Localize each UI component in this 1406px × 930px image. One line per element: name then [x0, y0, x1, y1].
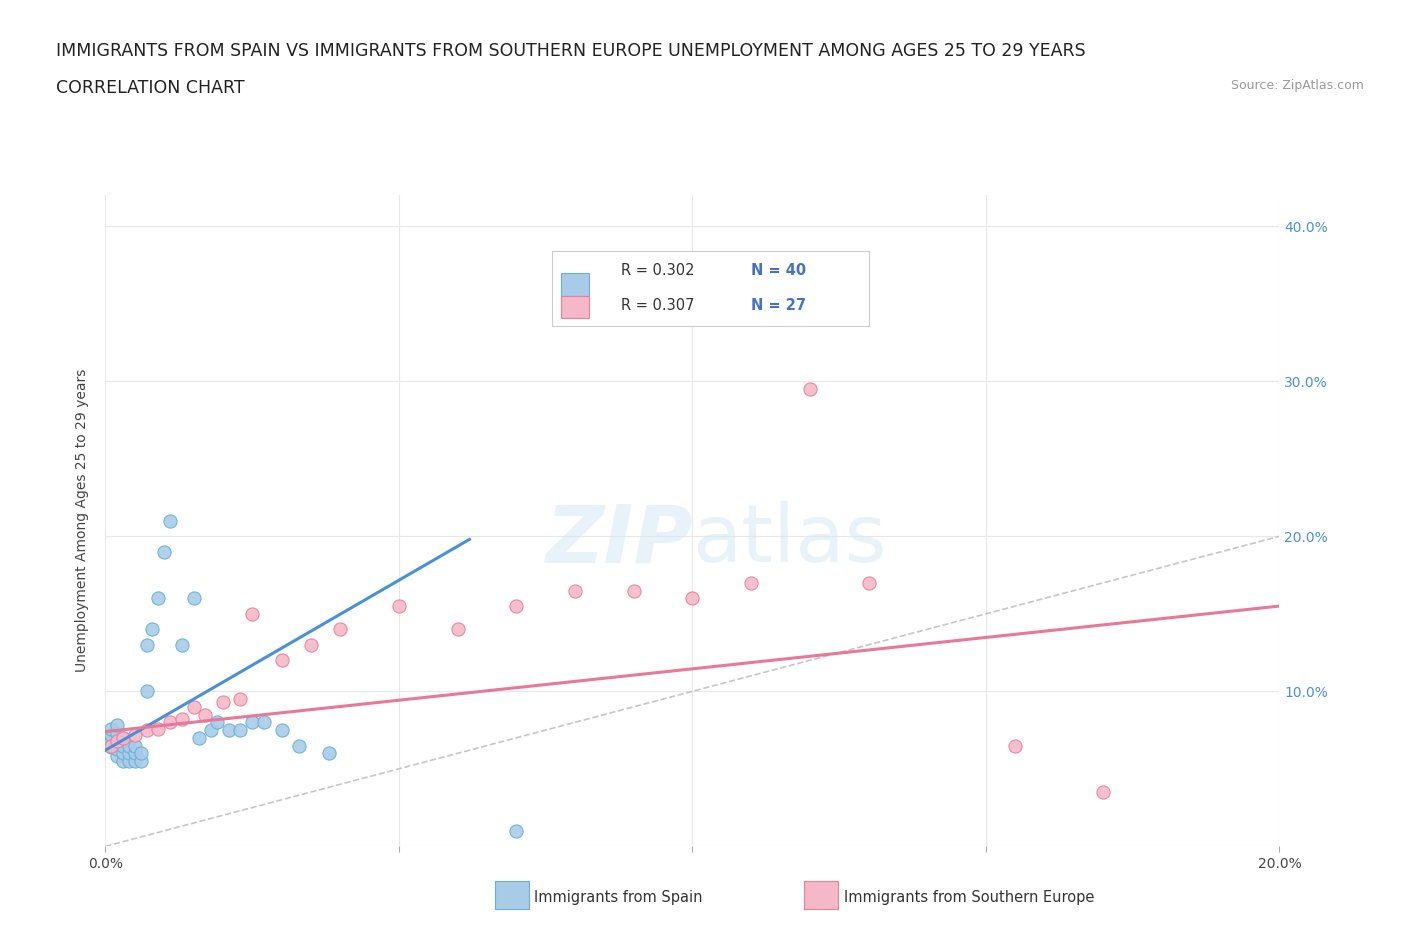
Point: [229, 723, 252, 737]
Point: [858, 576, 880, 591]
Point: [118, 746, 141, 761]
Point: [112, 753, 135, 768]
Point: [211, 695, 233, 710]
Point: [388, 599, 411, 614]
Point: [100, 727, 122, 742]
Point: [240, 715, 263, 730]
Point: [135, 684, 157, 698]
Point: [505, 823, 527, 838]
Point: [105, 749, 128, 764]
Point: [505, 599, 527, 614]
Point: [105, 734, 128, 749]
Point: [564, 583, 586, 598]
Point: [100, 721, 122, 736]
Point: [446, 622, 468, 637]
Point: [253, 715, 276, 730]
Point: [153, 544, 176, 559]
Point: [183, 699, 205, 714]
Point: [105, 734, 128, 749]
Point: [170, 637, 193, 652]
Text: Immigrants from Spain: Immigrants from Spain: [534, 890, 703, 905]
Point: [129, 753, 152, 768]
Point: [105, 718, 128, 733]
Point: [135, 637, 157, 652]
Point: [288, 738, 311, 753]
Point: [124, 753, 146, 768]
Point: [135, 723, 157, 737]
Point: [148, 721, 170, 736]
Point: [105, 725, 128, 740]
Point: [270, 653, 292, 668]
Point: [229, 692, 252, 707]
Point: [740, 576, 762, 591]
Point: [148, 591, 170, 605]
Point: [118, 738, 141, 753]
Bar: [561, 273, 589, 296]
Text: N = 27: N = 27: [751, 298, 806, 312]
Point: [188, 730, 211, 745]
Text: ZIP: ZIP: [546, 501, 692, 579]
Point: [129, 746, 152, 761]
Point: [100, 734, 122, 749]
Point: [1004, 738, 1026, 753]
Text: CORRELATION CHART: CORRELATION CHART: [56, 79, 245, 97]
Point: [100, 739, 122, 754]
Point: [124, 727, 146, 742]
Point: [240, 606, 263, 621]
Point: [329, 622, 352, 637]
Point: [159, 715, 181, 730]
Point: [270, 723, 292, 737]
Text: Immigrants from Southern Europe: Immigrants from Southern Europe: [844, 890, 1094, 905]
Text: atlas: atlas: [692, 501, 887, 579]
Text: Source: ZipAtlas.com: Source: ZipAtlas.com: [1230, 79, 1364, 92]
Point: [170, 711, 193, 726]
Point: [159, 513, 181, 528]
Point: [799, 381, 821, 396]
Point: [1092, 785, 1115, 800]
Point: [112, 730, 135, 745]
Text: N = 40: N = 40: [751, 263, 807, 278]
Point: [100, 738, 122, 753]
Point: [183, 591, 205, 605]
Point: [218, 723, 240, 737]
Text: R = 0.302: R = 0.302: [621, 263, 695, 278]
Point: [623, 583, 645, 598]
Point: [141, 622, 163, 637]
Point: [118, 753, 141, 768]
Point: [112, 730, 135, 745]
Point: [194, 707, 217, 722]
Point: [200, 723, 222, 737]
Point: [124, 746, 146, 761]
Text: IMMIGRANTS FROM SPAIN VS IMMIGRANTS FROM SOUTHERN EUROPE UNEMPLOYMENT AMONG AGES: IMMIGRANTS FROM SPAIN VS IMMIGRANTS FROM…: [56, 42, 1085, 60]
Point: [105, 741, 128, 756]
Point: [205, 715, 228, 730]
Bar: [561, 296, 589, 318]
Point: [682, 591, 704, 605]
Y-axis label: Unemployment Among Ages 25 to 29 years: Unemployment Among Ages 25 to 29 years: [76, 369, 90, 672]
Point: [112, 746, 135, 761]
Point: [299, 637, 322, 652]
Point: [112, 738, 135, 753]
Point: [318, 746, 340, 761]
Text: R = 0.307: R = 0.307: [621, 298, 695, 312]
Point: [124, 738, 146, 753]
